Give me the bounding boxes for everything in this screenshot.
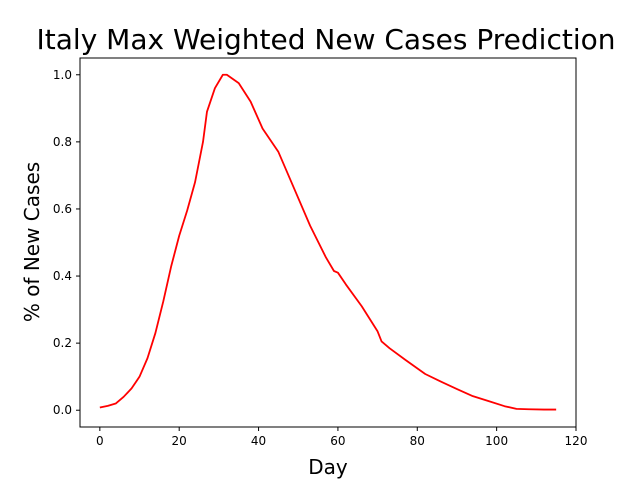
x-tick-label: 80 <box>410 434 425 448</box>
y-ticks: 0.0 0.2 0.4 0.6 0.8 1.0 <box>53 68 80 417</box>
y-tick-label: 0.6 <box>53 202 72 216</box>
plot-area <box>99 73 557 411</box>
series-line <box>99 73 557 411</box>
x-ticks: 0 20 40 60 80 100 120 <box>96 427 587 448</box>
x-tick-label: 20 <box>172 434 187 448</box>
y-tick-label: 1.0 <box>53 68 72 82</box>
chart-title: Italy Max Weighted New Cases Prediction <box>37 23 616 56</box>
plot-frame <box>79 57 577 428</box>
x-tick-label: 60 <box>330 434 345 448</box>
y-axis-label: % of New Cases <box>20 162 44 322</box>
x-axis-label: Day <box>308 455 348 479</box>
y-tick-label: 0.8 <box>53 135 72 149</box>
y-tick-label: 0.0 <box>53 403 72 417</box>
x-tick-label: 0 <box>96 434 104 448</box>
x-tick-label: 120 <box>565 434 588 448</box>
x-tick-label: 100 <box>485 434 508 448</box>
y-tick-label: 0.2 <box>53 336 72 350</box>
x-tick-label: 40 <box>251 434 266 448</box>
y-tick-label: 0.4 <box>53 269 72 283</box>
